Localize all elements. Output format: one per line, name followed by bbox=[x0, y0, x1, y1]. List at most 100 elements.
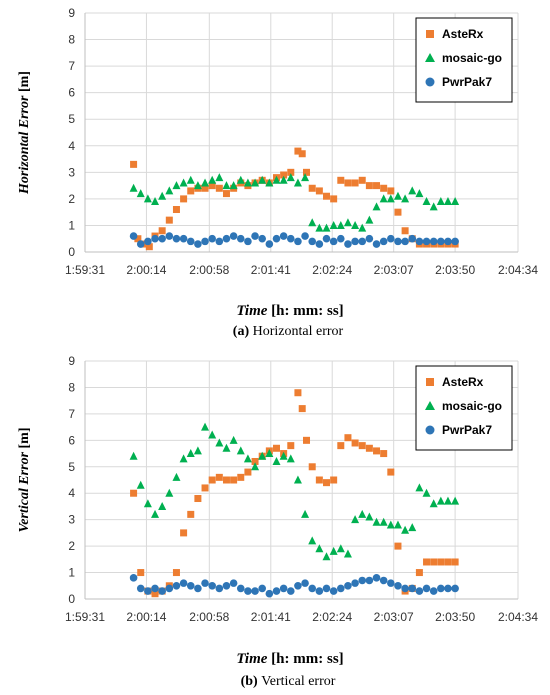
data-point-PwrPak7 bbox=[451, 584, 459, 593]
y-tick-label: 6 bbox=[68, 86, 75, 100]
data-point-PwrPak7 bbox=[258, 234, 267, 243]
data-point-mosaic-go bbox=[129, 183, 138, 192]
data-point-PwrPak7 bbox=[401, 237, 409, 246]
data-point-PwrPak7 bbox=[315, 240, 324, 248]
y-axis-label-variable: Horizontal Error bbox=[17, 92, 32, 195]
legend-label-mosaic-go: mosaic-go bbox=[442, 51, 502, 65]
legend-label-PwrPak7: PwrPak7 bbox=[442, 75, 492, 89]
legend-marker-PwrPak7 bbox=[425, 425, 435, 435]
legend: AsteRx mosaic-go PwrPak7 bbox=[415, 17, 513, 103]
data-point-PwrPak7 bbox=[365, 234, 374, 243]
data-point-PwrPak7 bbox=[272, 587, 281, 595]
data-point-PwrPak7 bbox=[222, 234, 231, 243]
data-point-PwrPak7 bbox=[129, 574, 138, 582]
data-point-mosaic-go bbox=[229, 435, 238, 444]
data-point-mosaic-go bbox=[301, 509, 310, 518]
y-tick-label: 5 bbox=[68, 460, 75, 474]
data-point-mosaic-go bbox=[443, 197, 452, 206]
data-point-AsteRx bbox=[208, 476, 216, 484]
data-point-AsteRx bbox=[287, 442, 295, 450]
data-point-AsteRx bbox=[187, 510, 195, 518]
data-point-AsteRx bbox=[394, 542, 402, 550]
data-point-PwrPak7 bbox=[215, 584, 224, 593]
y-tick-label: 3 bbox=[68, 513, 75, 527]
data-point-mosaic-go bbox=[293, 178, 302, 187]
data-point-AsteRx bbox=[294, 389, 302, 397]
data-point-PwrPak7 bbox=[158, 587, 166, 595]
data-point-PwrPak7 bbox=[144, 237, 152, 246]
data-point-AsteRx bbox=[303, 436, 311, 444]
data-point-AsteRx bbox=[401, 227, 409, 235]
data-point-PwrPak7 bbox=[315, 587, 324, 595]
data-point-mosaic-go bbox=[265, 449, 274, 458]
data-point-AsteRx bbox=[172, 206, 180, 214]
data-point-PwrPak7 bbox=[172, 234, 181, 243]
data-point-mosaic-go bbox=[315, 223, 324, 232]
series-PwrPak7 bbox=[129, 232, 459, 248]
data-point-mosaic-go bbox=[258, 451, 267, 460]
data-point-AsteRx bbox=[298, 405, 306, 413]
data-point-AsteRx bbox=[180, 529, 188, 537]
data-point-PwrPak7 bbox=[272, 234, 281, 243]
data-point-mosaic-go bbox=[208, 430, 217, 439]
data-point-AsteRx bbox=[415, 569, 423, 577]
data-point-PwrPak7 bbox=[358, 237, 367, 246]
data-point-mosaic-go bbox=[301, 173, 310, 182]
data-point-PwrPak7 bbox=[265, 589, 274, 598]
x-tick-label: 1:59:31 bbox=[65, 263, 105, 277]
data-point-AsteRx bbox=[151, 590, 159, 598]
y-axis-label-unit: [m] bbox=[17, 427, 32, 448]
data-point-mosaic-go bbox=[215, 438, 224, 447]
legend-marker-AsteRx bbox=[426, 30, 434, 38]
y-tick-label: 3 bbox=[68, 165, 75, 179]
data-point-PwrPak7 bbox=[186, 581, 195, 590]
data-point-PwrPak7 bbox=[372, 574, 381, 582]
data-point-AsteRx bbox=[280, 171, 288, 179]
x-tick-label: 2:00:14 bbox=[126, 610, 166, 624]
x-axis-label-unit: [h: mm: ss] bbox=[271, 303, 344, 319]
data-point-PwrPak7 bbox=[222, 581, 231, 590]
x-tick-label: 2:04:34 bbox=[498, 610, 538, 624]
data-point-AsteRx bbox=[130, 489, 138, 497]
data-point-AsteRx bbox=[303, 168, 311, 176]
data-point-mosaic-go bbox=[343, 218, 352, 227]
data-point-AsteRx bbox=[337, 442, 345, 450]
data-point-PwrPak7 bbox=[422, 584, 431, 593]
y-axis-label: Vertical Error [m] bbox=[17, 427, 32, 532]
legend-label-mosaic-go: mosaic-go bbox=[442, 399, 502, 413]
panel-caption-letter: (b) bbox=[241, 674, 262, 689]
data-point-AsteRx bbox=[394, 208, 402, 216]
data-point-mosaic-go bbox=[393, 520, 402, 529]
data-point-AsteRx bbox=[137, 569, 145, 577]
data-point-PwrPak7 bbox=[415, 587, 424, 595]
data-point-mosaic-go bbox=[165, 186, 174, 195]
data-point-PwrPak7 bbox=[415, 237, 424, 246]
data-point-PwrPak7 bbox=[208, 234, 216, 243]
x-tick-label: 1:59:31 bbox=[65, 610, 105, 624]
data-point-AsteRx bbox=[380, 184, 388, 192]
data-point-PwrPak7 bbox=[379, 576, 388, 585]
data-point-PwrPak7 bbox=[151, 584, 159, 593]
data-point-mosaic-go bbox=[151, 197, 160, 206]
data-point-PwrPak7 bbox=[151, 234, 159, 243]
data-point-PwrPak7 bbox=[408, 584, 417, 593]
data-point-AsteRx bbox=[215, 473, 223, 481]
data-point-mosaic-go bbox=[151, 509, 160, 518]
data-point-PwrPak7 bbox=[344, 581, 352, 590]
y-tick-label: 0 bbox=[68, 592, 75, 606]
data-point-AsteRx bbox=[430, 558, 438, 566]
data-point-PwrPak7 bbox=[194, 240, 202, 248]
data-point-PwrPak7 bbox=[351, 237, 359, 246]
data-point-PwrPak7 bbox=[387, 234, 395, 243]
data-point-mosaic-go bbox=[279, 175, 288, 184]
data-point-PwrPak7 bbox=[286, 234, 295, 243]
y-tick-label: 9 bbox=[68, 354, 75, 368]
y-axis-label-unit: [m] bbox=[17, 71, 32, 92]
data-point-mosaic-go bbox=[229, 181, 238, 190]
data-point-mosaic-go bbox=[243, 178, 252, 187]
data-point-AsteRx bbox=[134, 235, 142, 243]
data-point-AsteRx bbox=[365, 182, 373, 190]
panel-caption: (a) Horizontal error bbox=[233, 324, 344, 339]
data-point-mosaic-go bbox=[336, 220, 345, 229]
data-point-AsteRx bbox=[315, 476, 323, 484]
